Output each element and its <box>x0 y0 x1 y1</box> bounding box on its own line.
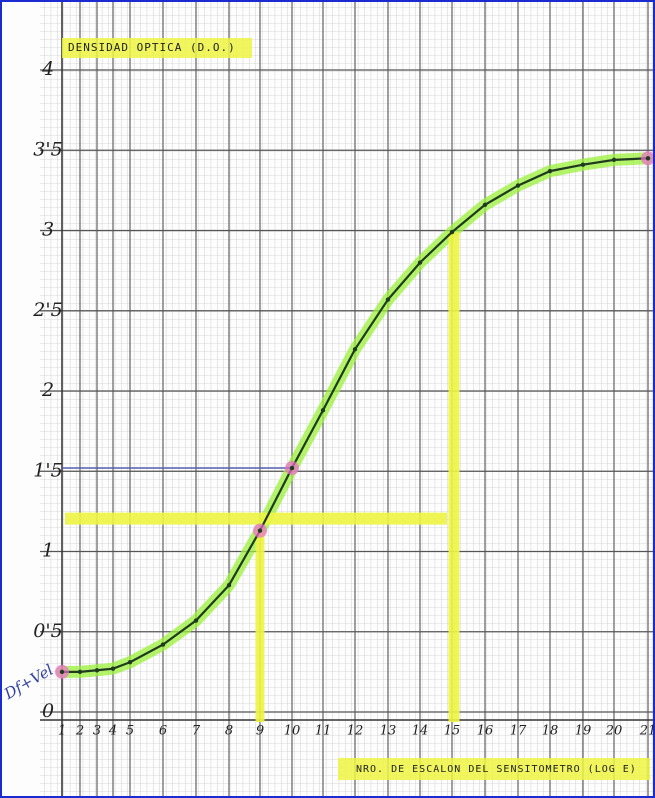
y-tick-label: 0 <box>42 700 54 722</box>
x-tick-label: 7 <box>192 724 201 739</box>
point <box>515 183 521 188</box>
x-tick-label: 10 <box>284 724 301 739</box>
point <box>482 202 488 208</box>
x-label-highlight <box>338 758 650 780</box>
point <box>226 583 232 588</box>
x-tick-label: 2 <box>75 724 84 739</box>
y-tick-label: 3 <box>42 219 54 241</box>
x-tick-label: 15 <box>444 724 461 739</box>
x-axis-label: NRO. DE ESCALON DEL SENSITOMETRO (LOG E) <box>356 764 637 775</box>
x-tick-label: 8 <box>225 724 233 739</box>
grid <box>40 0 655 798</box>
title-highlight <box>62 38 252 58</box>
point <box>645 156 651 161</box>
x-tick-label: 17 <box>510 724 527 739</box>
point <box>289 465 295 471</box>
chart-title: DENSIDAD OPTICA (D.O.) <box>68 41 236 54</box>
point <box>160 642 166 647</box>
y-tick-label: 1'5 <box>33 459 62 481</box>
y-tick-label: 0'5 <box>33 620 62 642</box>
marks <box>55 151 655 679</box>
point <box>547 168 553 174</box>
x-tick-label: 4 <box>108 724 117 739</box>
x-tick-label: 1 <box>58 724 66 739</box>
x-tick-label: 16 <box>477 724 494 739</box>
point <box>257 528 263 533</box>
point <box>385 297 391 302</box>
x-tick-label: 18 <box>542 724 559 739</box>
y-tick-label: 2'5 <box>32 299 62 321</box>
x-tick-label: 11 <box>315 724 332 739</box>
point <box>580 162 586 167</box>
x-tick-label: 3 <box>93 724 101 739</box>
x-tick-label: 20 <box>605 724 623 739</box>
y-tick-label: 4 <box>41 58 54 80</box>
x-tick-label: 19 <box>575 724 592 739</box>
point <box>94 668 100 673</box>
point <box>352 347 358 352</box>
x-tick-label: 9 <box>256 724 264 739</box>
y-tick-label: 2 <box>41 379 54 401</box>
x-tick-label: 21 <box>639 724 655 739</box>
point <box>77 669 83 675</box>
point <box>611 157 617 163</box>
point <box>59 669 65 675</box>
x-tick-label: 12 <box>347 724 364 739</box>
x-tick-label: 14 <box>412 724 429 739</box>
x-tick-label: 13 <box>380 724 397 739</box>
y-tick-label: 3'5 <box>33 138 62 160</box>
x-tick-label: 6 <box>159 724 167 739</box>
point <box>449 229 455 235</box>
graph-paper <box>40 0 655 798</box>
point <box>320 408 326 413</box>
point <box>193 618 199 623</box>
y-tick-label: 1 <box>42 540 54 562</box>
x-tick-label: 5 <box>126 724 134 739</box>
point <box>110 666 116 671</box>
point <box>417 260 423 265</box>
point <box>127 660 133 665</box>
